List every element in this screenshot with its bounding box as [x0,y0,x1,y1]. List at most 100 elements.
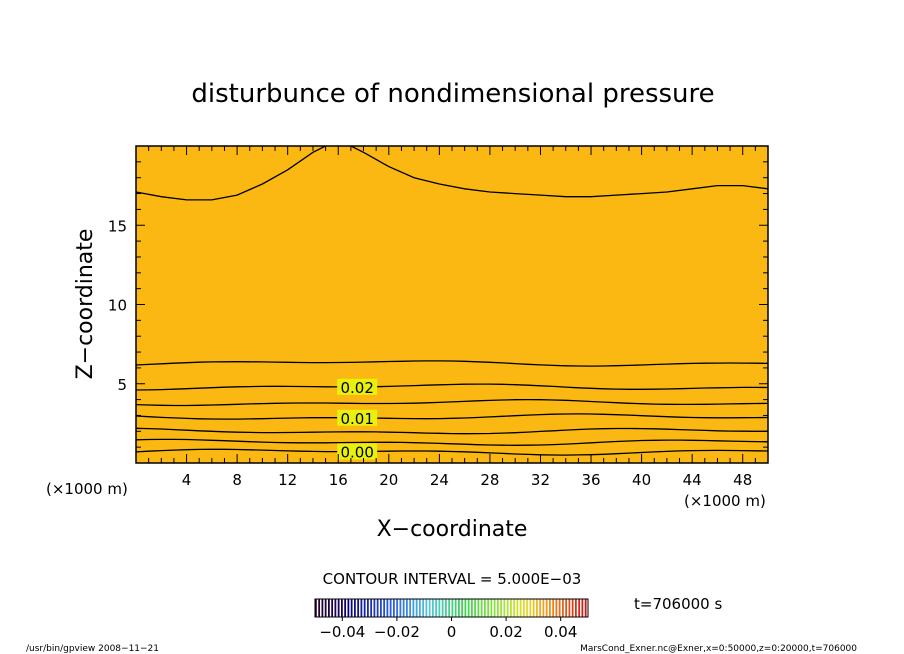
colorbar-cell [389,599,392,617]
colorbar-cell [425,599,428,617]
colorbar-cell [571,599,574,617]
colorbar-cell [354,599,356,617]
colorbar-cell [529,599,532,617]
colorbar-cell [454,599,457,617]
colorbar-cell [415,599,418,617]
colorbar-cell [441,599,444,617]
contour-line [136,383,768,391]
colorbar-cell [584,599,587,617]
contour-line [136,427,768,435]
colorbar-cell [386,599,389,617]
colorbar-cell [487,599,490,617]
colorbar-cell [523,599,525,617]
colorbar-cell [438,599,441,617]
x-tick-label: 12 [278,471,297,489]
colorbar-cell [383,599,386,617]
colorbar-cell [334,599,337,617]
footer-right: MarsCond_Exner.nc@Exner,x=0:50000,z=0:20… [580,644,857,654]
colorbar-cell [370,599,373,617]
colorbar-cell [480,599,483,617]
x-tick-label: 36 [581,471,600,489]
colorbar-cell [578,599,581,617]
colorbar-cell [318,599,321,617]
colorbar-cell [484,599,486,617]
colorbar-cell [428,599,431,617]
x-axis-unit-left: (×1000 m) [46,480,128,498]
contour-label: 0.02 [340,379,373,397]
x-tick-label: 44 [683,471,702,489]
colorbar-cell [324,599,327,617]
x-tick-label: 24 [430,471,449,489]
colorbar-tick-label: −0.02 [374,623,420,641]
x-axis-unit-right: (×1000 m) [684,492,766,510]
colorbar-cell [337,599,340,617]
y-tick-label: 5 [117,376,127,394]
colorbar-cell [406,599,408,617]
colorbar-cell [471,599,473,617]
colorbar-cell [328,599,330,617]
colorbar-cell [536,599,538,617]
colorbar-cell [497,599,499,617]
colorbar-cell [506,599,509,617]
x-tick-label: 48 [733,471,752,489]
footer-left: /usr/bin/gpview 2008−11−21 [26,644,159,654]
colorbar-cell [558,599,561,617]
colorbar [314,598,589,618]
colorbar-tick-labels: −0.04 −0.02 0 0.02 0.04 [319,617,577,641]
x-tick-label: 16 [329,471,348,489]
colorbar-cell [581,599,584,617]
colorbar-cell [575,599,577,617]
colorbar-cell [393,599,395,617]
colorbar-cell [503,599,506,617]
contour-label: 0.00 [340,444,373,462]
colorbar-cell [360,599,363,617]
colorbar-cell [367,599,369,617]
colorbar-cell [315,599,317,617]
colorbar-cell [552,599,555,617]
colorbar-cell [493,599,496,617]
colorbar-cell [539,599,542,617]
chart-title: disturbunce of nondimensional pressure [191,79,714,109]
colorbar-cell [350,599,353,617]
colorbar-cell [347,599,350,617]
colorbar-cell [510,599,512,617]
x-axis-label: X−coordinate [377,517,528,542]
colorbar-cell [532,599,535,617]
colorbar-tick-label: 0.04 [544,623,577,641]
colorbar-cell [402,599,405,617]
colorbar-tick-label: 0.02 [489,623,522,641]
contour-line [136,413,768,420]
contour-label-bg [337,443,378,460]
contour-lines [136,146,768,456]
colorbar-cell [490,599,493,617]
contour-line [136,438,768,446]
colorbar-cell [412,599,415,617]
colorbar-cell [409,599,412,617]
colorbar-cell [435,599,438,617]
contour-line [136,360,768,367]
contour-line-upper [136,146,768,201]
contour-interval-label: CONTOUR INTERVAL = 5.000E−03 [323,570,582,588]
colorbar-cell [399,599,402,617]
colorbar-cell [376,599,379,617]
colorbar-cell [380,599,382,617]
colorbar-cell [526,599,529,617]
colorbar-cell [341,599,343,617]
colorbar-cell [555,599,558,617]
contour-line [136,448,768,456]
y-tick-label: 10 [108,297,127,315]
x-tick-label: 40 [632,471,651,489]
colorbar-cell [513,599,516,617]
colorbar-tick-label: −0.04 [319,623,365,641]
colorbar-cell [568,599,571,617]
colorbar-cell [461,599,464,617]
colorbar-cell [357,599,360,617]
colorbar-cell [331,599,334,617]
colorbar-cell [419,599,421,617]
colorbar-cell [363,599,366,617]
colorbar-cell [458,599,460,617]
contour-band [136,146,768,463]
colorbar-cell [565,599,568,617]
